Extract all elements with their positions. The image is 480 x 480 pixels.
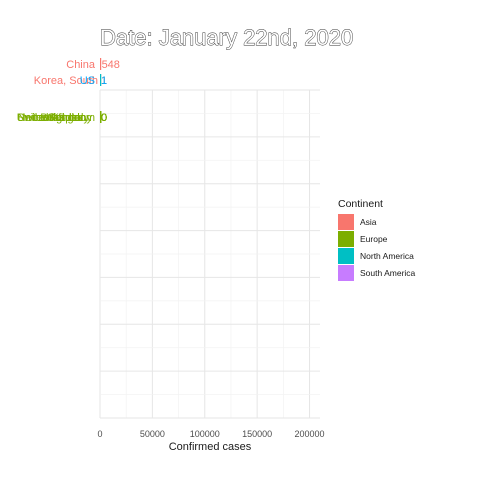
country-label: Germany: [47, 112, 93, 124]
country-label: United Kingdom: [17, 112, 95, 124]
country-label: Korea, South: [34, 75, 98, 87]
bars: [100, 58, 102, 123]
bar: [100, 74, 102, 86]
bar: [100, 58, 102, 70]
legend-swatch: [338, 214, 354, 230]
value-label: 0: [101, 112, 107, 124]
value-label: 0: [101, 112, 107, 124]
country-label: China: [66, 59, 96, 71]
x-axis-ticks: 0 50000 100000 150000 200000: [97, 429, 324, 439]
legend-title: Continent: [338, 198, 383, 210]
x-axis-title: Confirmed cases: [169, 441, 252, 453]
value-label: 548: [102, 59, 120, 71]
bar: [100, 111, 102, 123]
value-label: 0: [101, 112, 107, 124]
country-label: Switzerland: [17, 112, 74, 124]
value-label: 0: [101, 112, 107, 124]
legend-swatch: [338, 265, 354, 281]
value-label: 0: [101, 112, 107, 124]
value-label: 1: [101, 75, 107, 87]
legend-label: South America: [360, 268, 416, 278]
chart-title: Date: January 22nd, 2020: [100, 25, 353, 50]
country-label: Spain: [58, 112, 86, 124]
legend-label: Asia: [360, 217, 377, 227]
value-label: 0: [101, 112, 107, 124]
country-label: Netherlands: [18, 112, 78, 124]
country-label: US: [80, 75, 95, 87]
legend-label: North America: [360, 251, 414, 261]
legend-items: Asia Europe North America South America: [338, 214, 416, 281]
legend-swatch: [338, 248, 354, 264]
grid: [99, 89, 320, 419]
country-label: France: [49, 112, 83, 124]
value-label: 1: [101, 75, 107, 87]
x-tick-label: 0: [97, 429, 102, 439]
value-label: 0: [101, 112, 107, 124]
country-label: Belgium: [40, 112, 80, 124]
country-label: Italy: [69, 112, 90, 124]
value-label: 0: [101, 112, 107, 124]
x-tick-label: 100000: [190, 429, 220, 439]
legend-swatch: [338, 231, 354, 247]
legend-label: Europe: [360, 234, 388, 244]
x-tick-label: 200000: [295, 429, 325, 439]
x-tick-label: 150000: [242, 429, 272, 439]
legend: Continent Asia Europe North America South A…: [338, 198, 416, 281]
x-tick-label: 50000: [140, 429, 165, 439]
